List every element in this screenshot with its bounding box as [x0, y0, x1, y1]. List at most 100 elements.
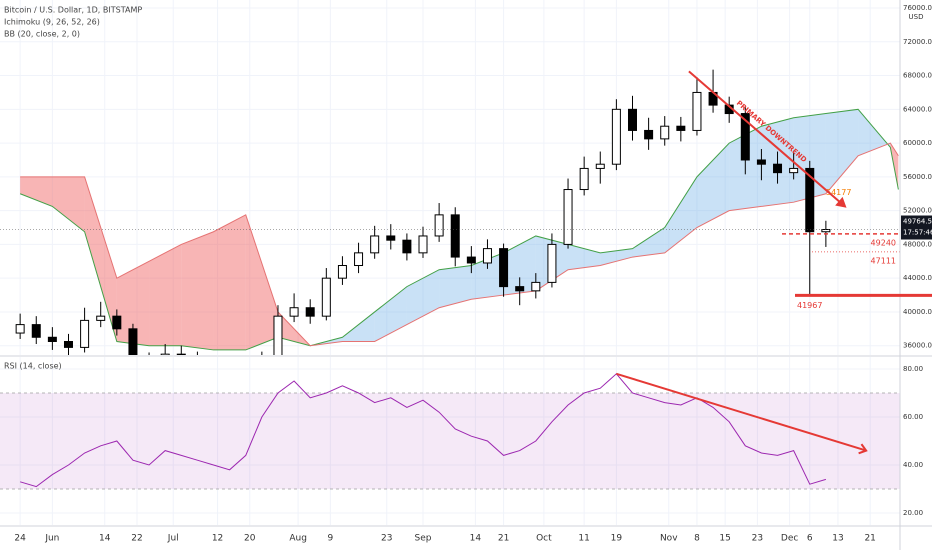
- candle-body: [80, 319, 90, 348]
- candle: [80, 307, 90, 353]
- countdown: 17:57:46: [903, 229, 932, 237]
- y-tick-label: 36000.00: [903, 342, 932, 350]
- cloud-segment: [858, 109, 891, 156]
- x-tick-label: Nov: [660, 534, 678, 544]
- candle: [273, 305, 283, 355]
- x-tick-label: 9: [327, 534, 333, 544]
- candle: [112, 309, 122, 336]
- candle-body: [96, 315, 106, 321]
- arrow-head: [858, 443, 868, 455]
- rsi-line: [20, 373, 827, 488]
- y-tick-label: 52000.00: [903, 207, 932, 215]
- y-tick-label: 40.00: [903, 461, 923, 469]
- last-price-box: [901, 215, 932, 240]
- candle-body: [789, 167, 799, 174]
- candle-body: [434, 214, 444, 237]
- candle: [482, 239, 492, 269]
- candle: [305, 299, 315, 324]
- candle-body: [676, 125, 686, 131]
- candle-body: [692, 91, 702, 131]
- candle: [402, 233, 412, 261]
- candle: [466, 246, 476, 274]
- candle: [337, 256, 347, 285]
- candle-body: [128, 328, 138, 355]
- cloud-segment: [84, 176, 117, 342]
- x-tick-label: Oct: [536, 534, 552, 544]
- candle-body: [337, 265, 347, 279]
- cloud-segment: [600, 248, 633, 266]
- candle-body: [15, 324, 25, 334]
- candle-body: [112, 315, 122, 330]
- x-tick-label: 19: [611, 534, 623, 544]
- candle-body: [595, 163, 605, 169]
- rsi-band: [0, 393, 900, 489]
- candle: [563, 178, 573, 249]
- candle: [595, 151, 605, 184]
- x-tick-label: 23: [752, 534, 763, 544]
- y-tick-label: 80.00: [903, 365, 923, 373]
- cloud-segment: [149, 244, 182, 346]
- cloud-segment: [245, 214, 278, 350]
- x-tick-label: 6: [807, 534, 813, 544]
- x-tick-label: 23: [381, 534, 392, 544]
- x-tick-label: 22: [131, 534, 142, 544]
- candle: [128, 323, 138, 355]
- candle: [370, 225, 380, 259]
- y-tick-label: 68000.00: [903, 72, 932, 80]
- last-price: 49764.56: [903, 218, 932, 226]
- cloud-segment: [116, 261, 150, 346]
- cloud-segment: [793, 113, 826, 203]
- candle-body: [482, 248, 492, 264]
- candle: [692, 77, 702, 136]
- candle-body: [386, 235, 396, 241]
- candle-body: [563, 189, 573, 245]
- x-tick-label: 15: [719, 534, 730, 544]
- cloud-segment: [374, 286, 407, 342]
- candle: [676, 116, 686, 142]
- rsi-pane: [0, 357, 900, 525]
- candle-body: [515, 286, 525, 292]
- candle-body: [660, 125, 670, 140]
- x-tick-label: 20: [244, 534, 256, 544]
- arrow-head: [835, 196, 847, 208]
- currency: USD: [909, 13, 924, 21]
- candle-body: [176, 353, 186, 355]
- candle: [15, 313, 25, 339]
- level-label: 54177: [826, 188, 851, 197]
- candle-body: [305, 307, 315, 317]
- candle: [289, 293, 299, 323]
- cloud-segment: [181, 231, 214, 350]
- candle: [531, 273, 541, 299]
- x-tick-label: 21: [864, 534, 875, 544]
- y-tick-label: 64000.00: [903, 105, 932, 113]
- x-tick-label: 11: [578, 534, 589, 544]
- level-label: 49240: [871, 238, 896, 247]
- candle: [773, 151, 783, 184]
- cloud-segment: [406, 269, 440, 325]
- x-tick-label: 24: [14, 534, 26, 544]
- level-label: 47111: [871, 256, 896, 265]
- cloud-segment: [503, 235, 536, 296]
- y-tick-label: 20.00: [903, 509, 923, 517]
- x-tick-label: 12: [212, 534, 223, 544]
- candle: [63, 333, 73, 355]
- candle-body: [627, 108, 637, 131]
- candle: [160, 344, 170, 355]
- candle: [789, 150, 799, 180]
- candle-body: [499, 248, 509, 288]
- candle-body: [547, 243, 557, 283]
- candle: [660, 116, 670, 146]
- candle: [47, 327, 57, 350]
- y-tick-label: 56000.00: [903, 173, 932, 181]
- candle: [321, 268, 331, 321]
- candle-body: [354, 252, 364, 267]
- x-tick-label: Jul: [167, 534, 179, 544]
- candle-body: [611, 108, 621, 165]
- x-tick-label: 8: [694, 534, 700, 544]
- candle-body: [644, 129, 654, 140]
- y-tick-label: 72000.00: [903, 38, 932, 46]
- candle-body: [579, 167, 589, 191]
